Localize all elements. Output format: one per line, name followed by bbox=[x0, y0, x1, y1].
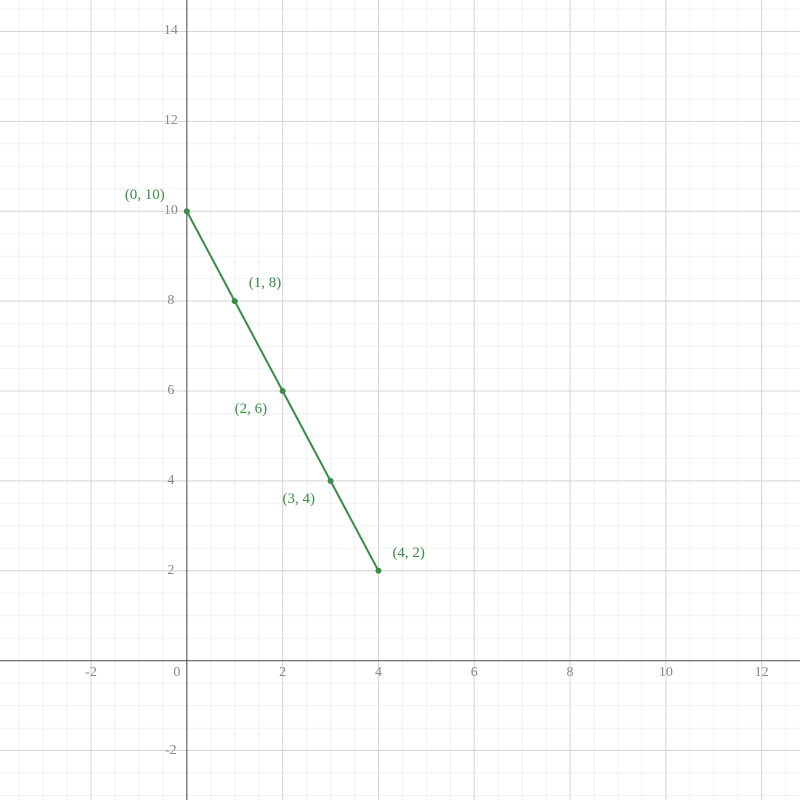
y-axis-tick-label: 10 bbox=[164, 203, 178, 219]
point-label: (3, 4) bbox=[283, 491, 316, 508]
point-label: (0, 10) bbox=[125, 187, 165, 204]
chart-svg bbox=[0, 0, 800, 800]
y-axis-tick-label: 6 bbox=[167, 383, 174, 399]
x-axis-tick-label: 0 bbox=[173, 665, 180, 681]
x-axis-tick-label: 2 bbox=[279, 665, 286, 681]
x-axis-tick-label: 6 bbox=[471, 665, 478, 681]
y-axis-tick-label: 12 bbox=[164, 113, 178, 129]
y-axis-tick-label: 14 bbox=[164, 23, 178, 39]
x-axis-tick-label: 10 bbox=[659, 665, 673, 681]
point-label: (4, 2) bbox=[392, 545, 425, 562]
x-axis-tick-label: -2 bbox=[85, 665, 97, 681]
y-axis-tick-label: 2 bbox=[167, 563, 174, 579]
point-label: (2, 6) bbox=[235, 401, 268, 418]
y-axis-tick-label: 8 bbox=[167, 293, 174, 309]
x-axis-tick-label: 12 bbox=[755, 665, 769, 681]
y-axis-tick-label: 4 bbox=[167, 473, 174, 489]
x-axis-tick-label: 4 bbox=[375, 665, 382, 681]
y-axis-tick-label: -2 bbox=[165, 743, 177, 759]
point-label: (1, 8) bbox=[249, 275, 282, 292]
x-axis-tick-label: 8 bbox=[567, 665, 574, 681]
coordinate-line-chart: -2 0 2 4 6 8 10 12 -2 2 4 6 8 10 12 14 (0, 10) (1, 8) (2, … bbox=[0, 0, 800, 800]
